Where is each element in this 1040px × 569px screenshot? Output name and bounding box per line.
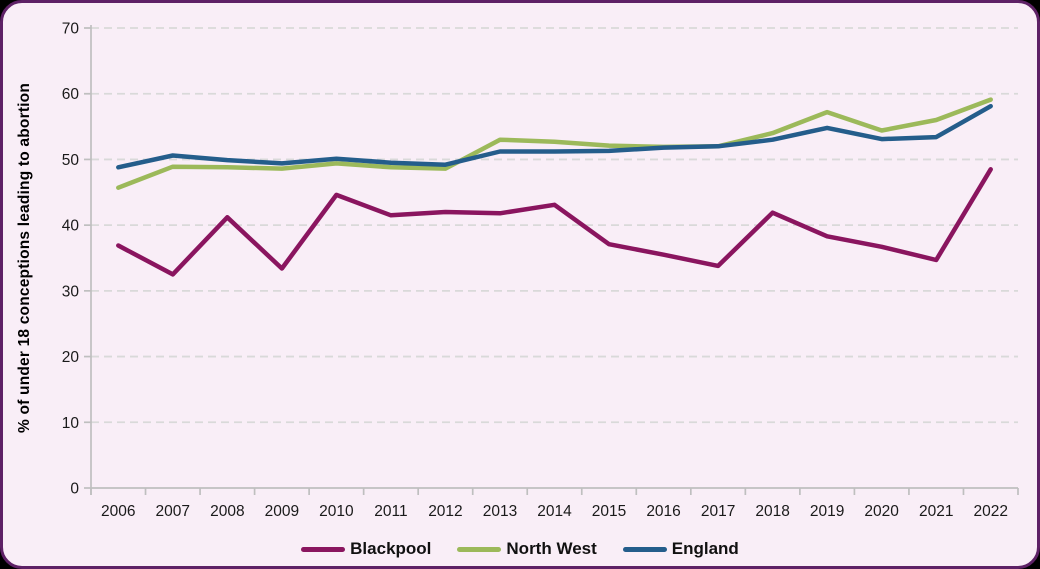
x-tick-label: 2012 bbox=[428, 503, 462, 520]
y-tick-label: 40 bbox=[62, 218, 80, 235]
line-chart: 0 10 20 30 40 50 60 70 2006 2007 2008 2009 2010 2011 2… bbox=[62, 21, 1019, 520]
x-tick-label: 2008 bbox=[210, 503, 244, 520]
x-tick-label: 2006 bbox=[101, 503, 135, 520]
x-tick-label: 2018 bbox=[755, 503, 789, 520]
north-west-line-swatch bbox=[457, 546, 502, 552]
x-tick-label: 2021 bbox=[919, 503, 953, 520]
legend-label-blackpool: Blackpool bbox=[350, 539, 432, 558]
legend-item-england: England bbox=[622, 539, 739, 559]
x-tick-label: 2016 bbox=[646, 503, 680, 520]
legend-item-north-west: North West bbox=[457, 539, 597, 559]
x-tick-label: 2014 bbox=[537, 503, 572, 520]
legend-label-england: England bbox=[671, 539, 739, 558]
x-tick-label: 2019 bbox=[810, 503, 844, 520]
y-tick-label: 70 bbox=[62, 21, 80, 38]
x-tick-label: 2010 bbox=[319, 503, 354, 520]
x-tick-label: 2015 bbox=[592, 503, 626, 520]
series-line-england bbox=[116, 103, 993, 170]
y-tick-label: 60 bbox=[62, 86, 80, 103]
x-tick-label: 2013 bbox=[483, 503, 517, 520]
y-tick-label: 30 bbox=[62, 283, 80, 300]
legend: Blackpool North West England bbox=[3, 539, 1037, 559]
x-tick-label: 2017 bbox=[701, 503, 735, 520]
x-tick-label: 2022 bbox=[973, 503, 1007, 520]
y-tick-label: 50 bbox=[62, 152, 80, 169]
x-tick-label: 2007 bbox=[156, 503, 190, 520]
y-tick-label: 10 bbox=[62, 415, 80, 432]
y-tick-label: 20 bbox=[62, 349, 80, 366]
england-line-swatch bbox=[622, 546, 667, 552]
series-line-north-west bbox=[116, 97, 993, 190]
legend-item-blackpool: Blackpool bbox=[301, 539, 431, 559]
legend-label-north-west: North West bbox=[506, 539, 597, 558]
x-tick-label: 2020 bbox=[864, 503, 899, 520]
y-tick-label: 0 bbox=[70, 481, 79, 498]
blackpool-line-swatch bbox=[301, 546, 346, 552]
x-tick-label: 2009 bbox=[265, 503, 299, 520]
series-line-blackpool bbox=[116, 167, 993, 277]
x-tick-label: 2011 bbox=[374, 503, 407, 520]
